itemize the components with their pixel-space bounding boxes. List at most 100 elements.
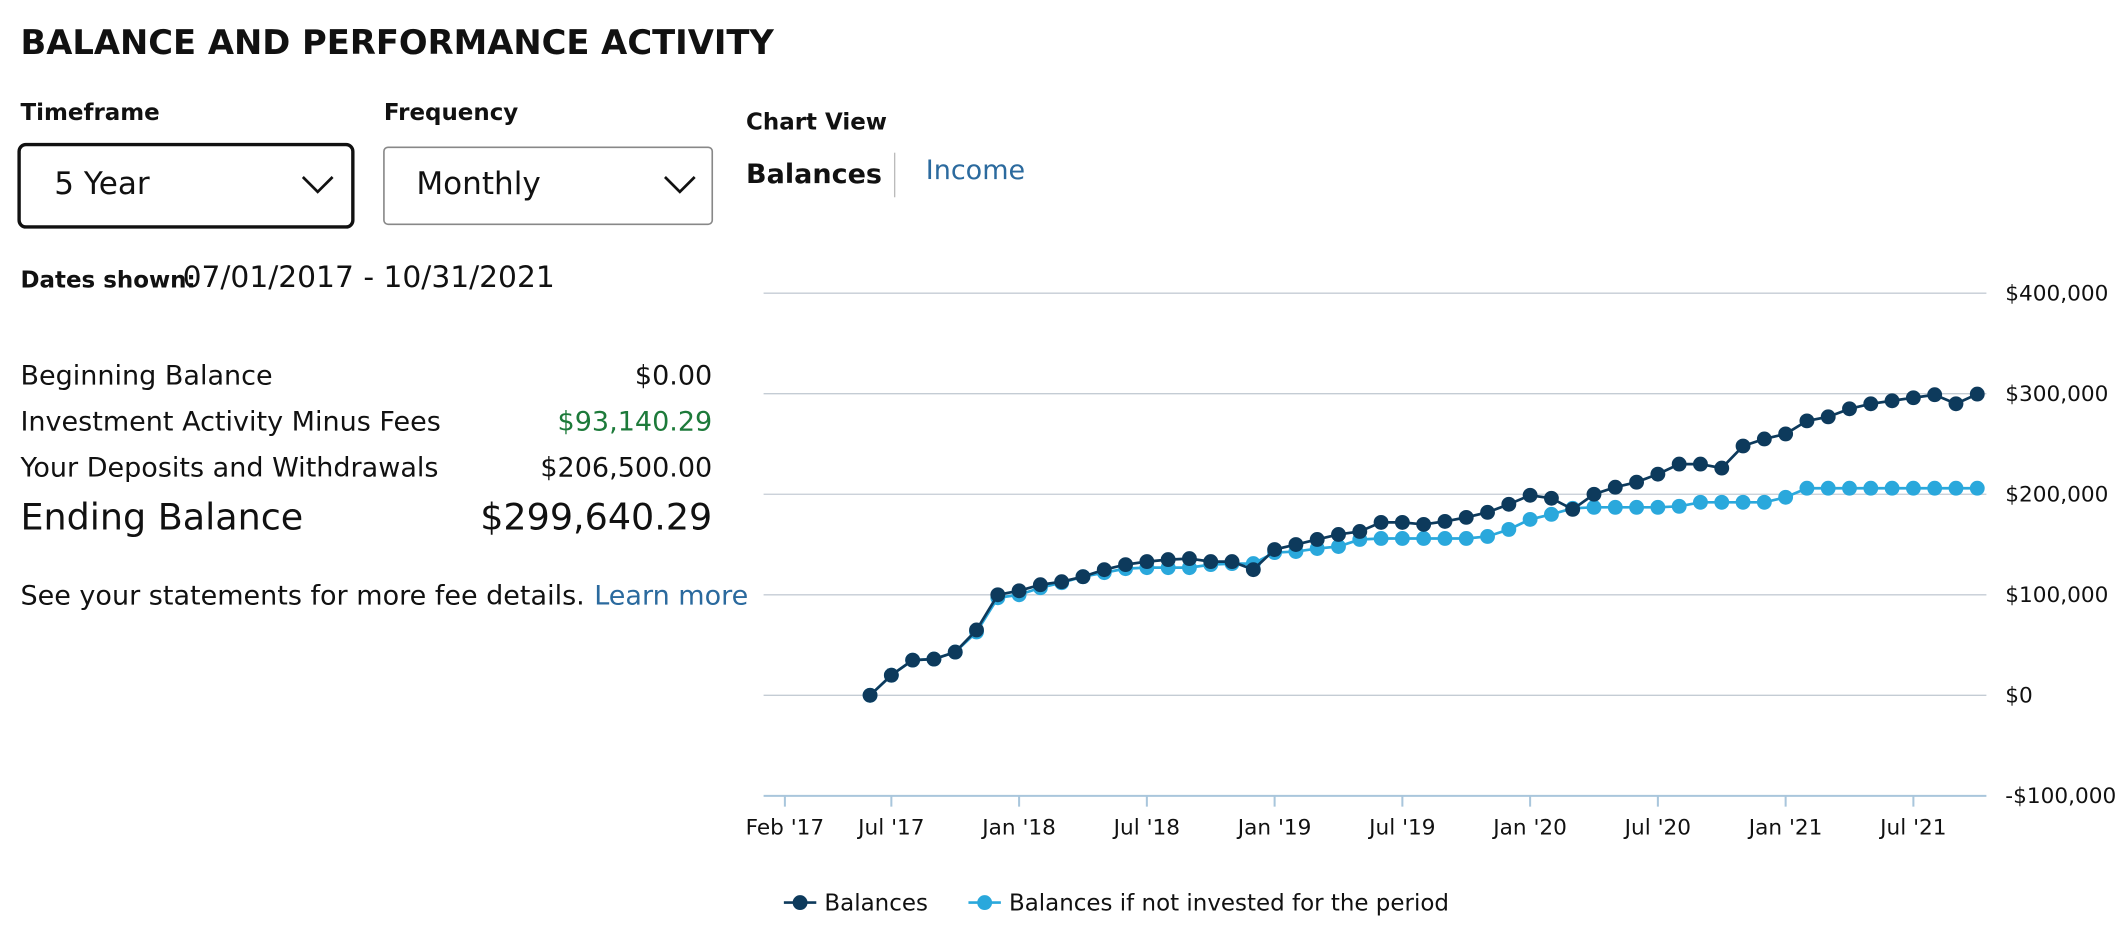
data-point	[1756, 431, 1772, 447]
data-point	[1011, 583, 1027, 599]
data-point	[1522, 511, 1538, 527]
data-point	[1373, 531, 1389, 546]
summary-label: Investment Activity Minus Fees	[20, 406, 440, 437]
data-point	[1522, 487, 1538, 503]
x-tick-label: Jan '18	[980, 815, 1056, 840]
data-point	[1032, 577, 1048, 593]
data-point	[1799, 413, 1815, 429]
data-point	[1820, 409, 1836, 425]
x-tick-label: Jan '19	[1236, 815, 1312, 840]
x-tick-label: Jul '21	[1878, 815, 1946, 840]
x-tick-label: Jul '18	[1112, 815, 1180, 840]
x-tick-label: Jan '20	[1491, 815, 1567, 840]
x-tick-label: Jan '21	[1747, 815, 1823, 840]
data-point	[1714, 494, 1730, 510]
legend-label: Balances	[824, 890, 928, 916]
data-point	[1160, 552, 1176, 568]
data-point	[1480, 504, 1495, 520]
data-point	[1245, 562, 1261, 578]
tab-income[interactable]: Income	[926, 155, 1025, 186]
data-point	[1969, 386, 1985, 402]
timeframe-value[interactable]: 5 Year	[54, 166, 150, 202]
data-point	[1288, 537, 1304, 552]
data-point	[1586, 499, 1602, 515]
legend-dot	[792, 895, 808, 911]
data-point	[905, 652, 921, 668]
chevron	[301, 176, 334, 194]
data-point	[1778, 426, 1794, 442]
data-point	[1884, 393, 1900, 409]
y-tick-label: $200,000	[2005, 483, 2108, 508]
data-point	[1607, 479, 1623, 495]
data-point	[1927, 387, 1943, 403]
data-point	[1905, 390, 1921, 406]
data-point	[1075, 569, 1091, 585]
note: See your statements for more fee details…	[20, 581, 584, 612]
x-tick-label: Jul '20	[1623, 815, 1691, 840]
data-point	[1416, 516, 1432, 532]
data-point	[1863, 396, 1879, 412]
summary-value: $0.00	[635, 360, 712, 391]
data-point	[1309, 532, 1325, 547]
data-point	[1842, 401, 1857, 417]
data-point	[1394, 514, 1410, 530]
data-point	[1948, 480, 1964, 496]
data-point	[947, 644, 963, 660]
data-point	[1331, 527, 1346, 542]
data-point	[1543, 506, 1559, 522]
data-point	[1778, 489, 1794, 505]
x-tick-label: Jul '17	[856, 815, 924, 840]
data-point	[1267, 542, 1283, 557]
ending-label: Ending Balance	[20, 495, 303, 538]
data-point	[1693, 456, 1708, 472]
chevron	[664, 176, 696, 194]
y-tick-label: -$100,000	[2005, 784, 2116, 809]
data-point	[1905, 480, 1921, 496]
data-point	[1629, 474, 1645, 490]
summary-value: $93,140.29	[558, 406, 713, 437]
frequency-value[interactable]: Monthly	[416, 166, 540, 202]
data-point	[990, 587, 1006, 603]
data-point	[1820, 480, 1836, 496]
data-point	[1671, 456, 1687, 472]
x-tick-label: Feb '17	[746, 815, 825, 840]
data-point	[1182, 551, 1197, 567]
data-point	[1458, 509, 1474, 525]
legend-label: Balances if not invested for the period	[1009, 890, 1449, 916]
data-point	[1203, 554, 1219, 570]
timeframe-label: Timeframe	[20, 100, 159, 126]
data-point	[1565, 501, 1581, 517]
y-tick-label: $400,000	[2005, 282, 2108, 307]
legend-dot	[977, 895, 993, 911]
data-point	[1096, 562, 1112, 578]
chart-view-label: Chart View	[746, 109, 887, 135]
data-point	[1884, 480, 1900, 496]
page-title: BALANCE AND PERFORMANCE ACTIVITY	[20, 23, 774, 62]
dates-value: 07/01/2017 - 10/31/2021	[183, 260, 555, 295]
frequency-label: Frequency	[384, 100, 518, 126]
data-point	[1543, 490, 1559, 506]
data-point	[862, 687, 878, 703]
data-point	[1969, 480, 1985, 496]
learn-more-link[interactable]: Learn more	[594, 581, 748, 612]
x-tick-label: Jul '19	[1367, 815, 1435, 840]
data-point	[1501, 496, 1517, 512]
data-point	[883, 667, 899, 683]
data-point	[1139, 554, 1155, 570]
data-point	[1352, 524, 1368, 539]
data-point	[1480, 529, 1495, 544]
data-point	[1607, 499, 1623, 515]
data-point	[1799, 480, 1815, 496]
summary-label: Beginning Balance	[20, 360, 272, 391]
data-point	[1437, 513, 1453, 529]
data-point	[926, 651, 942, 667]
tab-balances[interactable]: Balances	[746, 159, 882, 190]
summary-label: Your Deposits and Withdrawals	[19, 452, 438, 483]
data-point	[1863, 480, 1879, 496]
dates-label: Dates shown:	[20, 268, 195, 294]
timeframe-select[interactable]	[17, 142, 355, 229]
data-point	[1394, 531, 1410, 546]
frequency-select[interactable]	[383, 146, 714, 226]
